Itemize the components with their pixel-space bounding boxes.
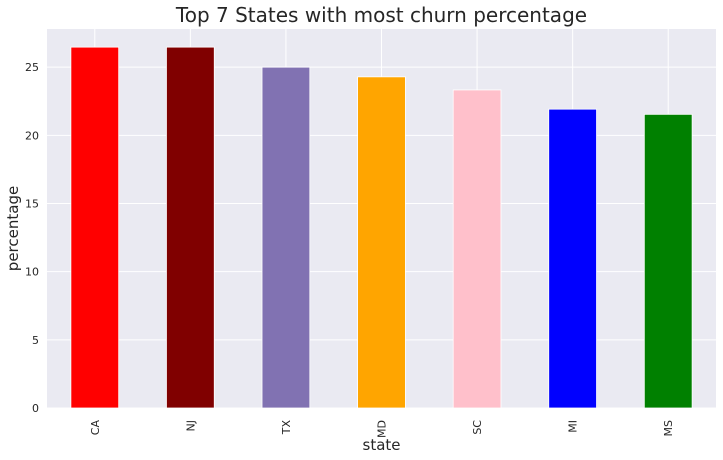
y-tick-label: 10 bbox=[25, 266, 39, 279]
bars bbox=[70, 46, 693, 409]
y-tick-label: 15 bbox=[25, 198, 39, 211]
bar-ca bbox=[70, 46, 120, 409]
y-tick-label: 25 bbox=[25, 61, 39, 74]
y-tick-labels: 0 5 10 15 20 25 bbox=[25, 61, 39, 415]
x-tick-label: MD bbox=[376, 420, 389, 438]
x-axis-label: state bbox=[363, 436, 401, 454]
chart-title: Top 7 States with most churn percentage bbox=[175, 3, 587, 27]
x-tick-label: MS bbox=[662, 420, 675, 436]
x-tick-label: TX bbox=[280, 420, 293, 436]
y-tick-label: 0 bbox=[32, 402, 39, 415]
x-tick-label: SC bbox=[471, 420, 484, 435]
bar-ms bbox=[643, 113, 693, 409]
bar-md bbox=[357, 76, 406, 409]
y-tick-label: 20 bbox=[25, 129, 39, 142]
x-tick-label: CA bbox=[89, 420, 102, 436]
y-axis-label: percentage bbox=[4, 186, 22, 271]
x-tick-labels: CA NJ TX MD SC MI MS bbox=[89, 420, 675, 438]
y-tick-label: 5 bbox=[32, 334, 39, 347]
bar-mi bbox=[548, 108, 597, 409]
x-tick-label: NJ bbox=[184, 420, 197, 431]
bar-nj bbox=[166, 46, 215, 409]
bar-tx bbox=[261, 66, 311, 409]
bar-sc bbox=[452, 89, 502, 409]
x-tick-label: MI bbox=[567, 420, 580, 433]
